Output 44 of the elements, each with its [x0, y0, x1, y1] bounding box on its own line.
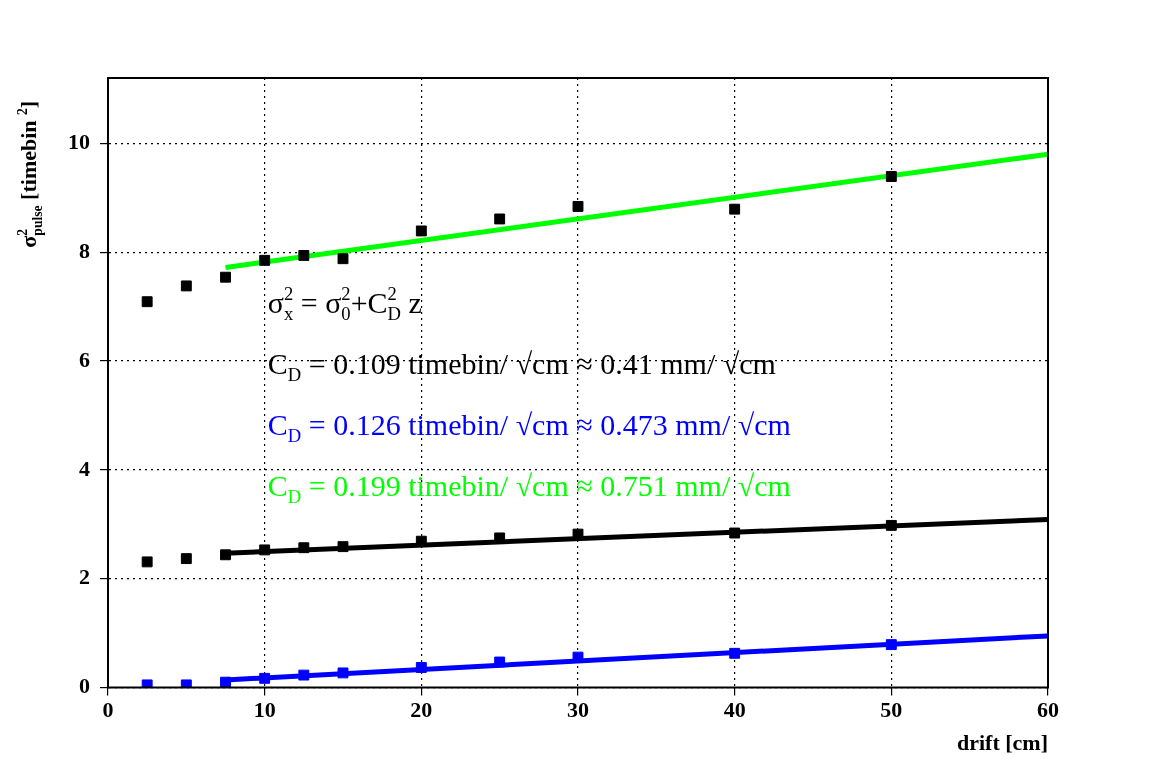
point: [415, 225, 427, 237]
point: [885, 639, 897, 651]
point: [180, 553, 192, 565]
x-tick-label: 0: [102, 697, 114, 723]
x-tick-label: 40: [723, 697, 746, 723]
point: [337, 253, 349, 265]
point: [220, 271, 231, 283]
point: [494, 213, 506, 225]
point: [259, 544, 271, 556]
x-tick-label: 20: [410, 697, 433, 723]
x-tick-label: 60: [1037, 697, 1059, 723]
point: [729, 647, 741, 659]
point: [572, 201, 584, 212]
point: [141, 679, 153, 688]
point: [729, 527, 741, 539]
x-tick-label: 10: [253, 697, 276, 723]
point: [298, 249, 310, 261]
point: [885, 519, 897, 531]
y-tick-label: 0: [79, 673, 90, 699]
x-axis-title: drift [cm]: [956, 729, 1049, 755]
y-tick-label: 2: [79, 564, 90, 590]
y-axis-title: σ2pulse [timebin 2]: [14, 100, 45, 248]
point: [141, 296, 153, 308]
point: [885, 171, 897, 182]
point: [298, 542, 310, 554]
x-tick-label: 30: [567, 697, 589, 723]
point: [337, 667, 349, 679]
point: [259, 672, 271, 684]
y-tick-label: 8: [79, 237, 90, 263]
y-tick-label: 6: [79, 346, 90, 372]
point: [298, 669, 310, 681]
point: [729, 203, 741, 215]
x-tick-label: 50: [880, 697, 903, 723]
point: [220, 676, 231, 688]
point: [220, 549, 231, 561]
point: [494, 656, 506, 668]
point: [259, 254, 271, 266]
point: [180, 280, 192, 292]
point: [180, 679, 192, 688]
point: [141, 556, 153, 568]
y-tick-label: 4: [79, 455, 90, 481]
point: [337, 541, 349, 553]
point: [415, 662, 427, 673]
y-tick-label: 10: [68, 129, 90, 154]
